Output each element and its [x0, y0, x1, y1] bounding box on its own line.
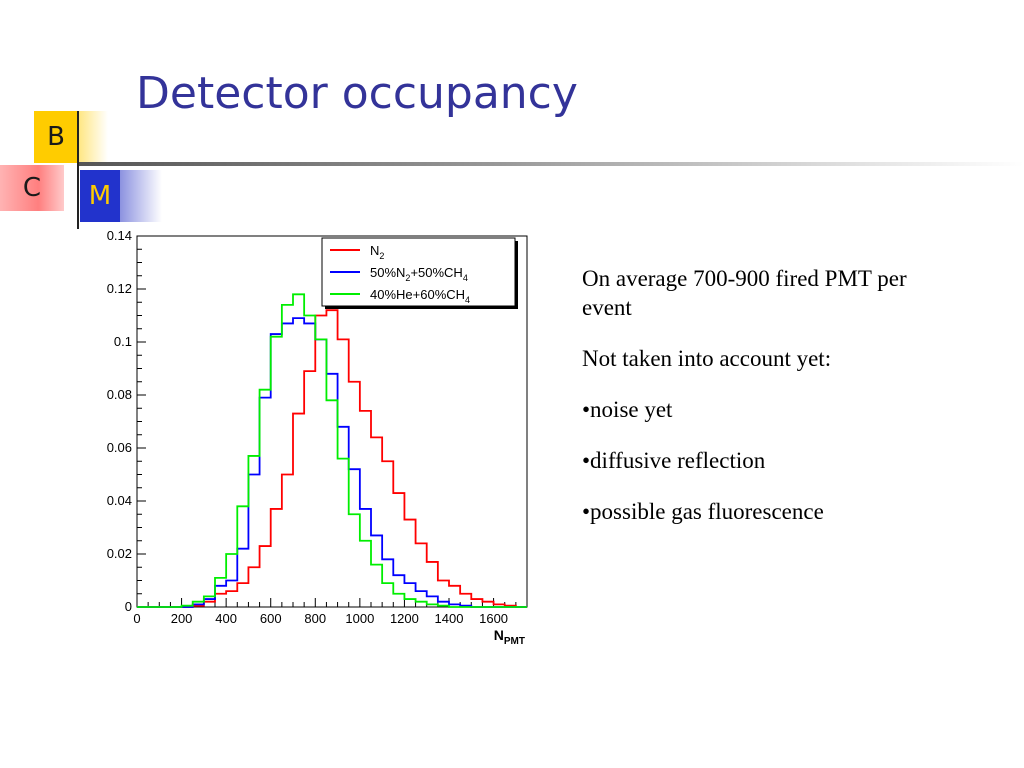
logo-c-tile: C: [0, 165, 64, 211]
x-tick-label: 800: [304, 611, 326, 626]
series-line-2: [137, 317, 527, 608]
note-average: On average 700-900 fired PMT per event: [582, 266, 907, 320]
y-tick-label: 0: [125, 599, 132, 614]
x-axis-label: NPMT: [494, 627, 525, 647]
note-not-accounted: Not taken into account yet:: [582, 346, 832, 371]
title-underline: [79, 162, 1024, 166]
legend-entry: 50%N2+50%CH4: [370, 265, 468, 283]
y-tick-label: 0.06: [107, 440, 132, 455]
y-tick-label: 0.08: [107, 387, 132, 402]
logo-m-tile: M: [80, 170, 120, 222]
logo-vertical-divider: [77, 111, 79, 229]
y-tick-label: 0.02: [107, 546, 132, 561]
x-tick-label: 1400: [435, 611, 464, 626]
y-tick-label: 0.04: [107, 493, 132, 508]
x-tick-label: 600: [260, 611, 282, 626]
logo-b-letter: B: [47, 122, 65, 152]
x-tick-label: 200: [171, 611, 193, 626]
x-tick-label: 1200: [390, 611, 419, 626]
x-tick-label: 400: [215, 611, 237, 626]
series-line-1: [137, 309, 527, 608]
legend-entry: 40%He+60%CH4: [370, 287, 470, 305]
x-tick-label: 1600: [479, 611, 508, 626]
bullet-item: •possible gas fluorescence: [582, 499, 824, 524]
legend-entry: N2: [370, 243, 384, 261]
y-tick-label: 0.1: [114, 334, 132, 349]
logo-glow: [120, 170, 162, 222]
logo-b-tile: B: [34, 111, 78, 163]
x-tick-label: 0: [133, 611, 140, 626]
y-tick-label: 0.12: [107, 281, 132, 296]
slide-title: Detector occupancy: [136, 68, 578, 119]
y-tick-label: 0.14: [107, 228, 132, 243]
x-tick-label: 1000: [345, 611, 374, 626]
notes-text: On average 700-900 fired PMT per event N…: [582, 264, 912, 548]
logo-m-letter: M: [88, 181, 112, 211]
series-line-3: [137, 293, 527, 608]
logo-glow: [78, 111, 108, 163]
bullet-item: •diffusive reflection: [582, 448, 766, 473]
bullet-item: •noise yet: [582, 397, 673, 422]
logo-c-letter: C: [22, 173, 42, 203]
occupancy-histogram: 0 200 400 600 800 1000 1200 1400 1600 0 0.02 0.04 0.…: [107, 228, 528, 647]
